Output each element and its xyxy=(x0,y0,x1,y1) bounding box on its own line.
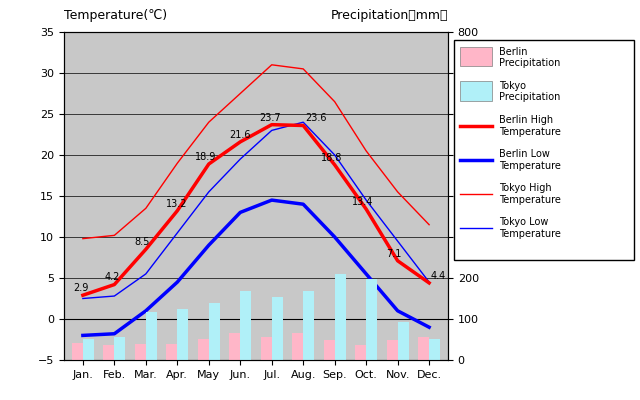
Bar xyxy=(115,337,125,360)
Text: 8.5: 8.5 xyxy=(135,237,150,247)
Bar xyxy=(209,304,220,360)
Text: 4.2: 4.2 xyxy=(105,272,120,282)
Bar xyxy=(166,344,177,360)
Bar xyxy=(292,333,303,360)
Text: 2.9: 2.9 xyxy=(74,283,89,293)
Bar xyxy=(324,340,335,360)
Text: 23.6: 23.6 xyxy=(305,113,326,123)
Text: 21.6: 21.6 xyxy=(229,130,251,140)
Bar xyxy=(429,339,440,360)
Bar xyxy=(146,312,157,360)
Bar xyxy=(355,345,366,360)
Text: Tokyo
Precipitation: Tokyo Precipitation xyxy=(499,81,561,102)
Bar xyxy=(229,333,240,360)
Text: 4.4: 4.4 xyxy=(431,271,446,281)
Text: 13.4: 13.4 xyxy=(352,197,373,207)
Text: 18.8: 18.8 xyxy=(321,153,342,163)
FancyBboxPatch shape xyxy=(460,47,492,66)
FancyBboxPatch shape xyxy=(454,40,634,260)
Bar xyxy=(260,338,272,360)
Text: Precipitation（mm）: Precipitation（mm） xyxy=(330,9,448,22)
Text: Berlin Low
Temperature: Berlin Low Temperature xyxy=(499,149,561,171)
Bar xyxy=(335,274,346,360)
Text: Tokyo High
Temperature: Tokyo High Temperature xyxy=(499,183,561,205)
Text: Berlin High
Temperature: Berlin High Temperature xyxy=(499,115,561,136)
FancyBboxPatch shape xyxy=(460,81,492,100)
Bar xyxy=(303,291,314,360)
Bar xyxy=(240,291,252,360)
Text: 18.9: 18.9 xyxy=(195,152,216,162)
Text: Tokyo Low
Temperature: Tokyo Low Temperature xyxy=(499,217,561,239)
Text: 7.1: 7.1 xyxy=(387,249,402,259)
Text: Berlin
Precipitation: Berlin Precipitation xyxy=(499,47,561,68)
Bar xyxy=(366,279,377,360)
Bar xyxy=(272,297,283,360)
Bar xyxy=(198,339,209,360)
Bar xyxy=(103,345,115,360)
Bar xyxy=(177,309,188,360)
Text: Temperature(℃): Temperature(℃) xyxy=(64,9,167,22)
Bar xyxy=(387,340,397,360)
Bar xyxy=(397,322,409,360)
Bar xyxy=(418,338,429,360)
Bar xyxy=(135,344,146,360)
Bar xyxy=(72,343,83,360)
Text: 13.2: 13.2 xyxy=(166,199,188,209)
Bar xyxy=(83,339,94,360)
Text: 23.7: 23.7 xyxy=(259,112,281,122)
